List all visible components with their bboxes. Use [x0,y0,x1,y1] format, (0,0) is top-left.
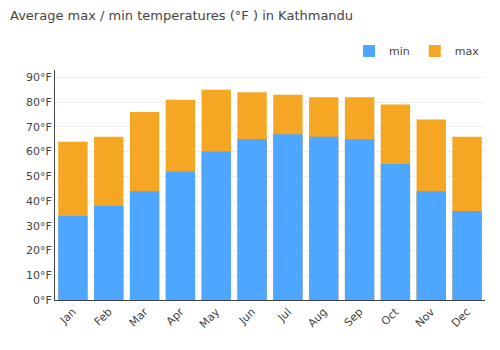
svg-text:Dec: Dec [449,306,473,330]
svg-text:90°F: 90°F [26,71,52,84]
svg-text:min: min [389,45,410,58]
svg-text:May: May [197,305,223,331]
svg-text:Aug: Aug [305,306,329,330]
svg-text:Jun: Jun [236,305,258,327]
svg-text:Apr: Apr [164,305,187,328]
svg-text:30°F: 30°F [26,220,52,233]
svg-text:50°F: 50°F [26,170,52,183]
svg-text:70°F: 70°F [26,121,52,134]
svg-text:Jul: Jul [275,306,294,325]
svg-text:60°F: 60°F [26,145,52,158]
svg-text:10°F: 10°F [26,269,52,282]
svg-text:Average max / min temperatures: Average max / min temperatures (°F ) in … [10,8,353,23]
svg-text:Sep: Sep [342,306,366,330]
svg-text:40°F: 40°F [26,195,52,208]
svg-text:max: max [455,45,479,58]
svg-text:Mar: Mar [127,305,151,329]
svg-text:Nov: Nov [413,305,438,330]
svg-text:Feb: Feb [92,306,115,329]
svg-text:80°F: 80°F [26,96,52,109]
svg-text:Jan: Jan [57,306,79,328]
svg-text:20°F: 20°F [26,244,52,257]
svg-text:0°F: 0°F [33,294,52,307]
svg-text:Oct: Oct [379,305,402,328]
